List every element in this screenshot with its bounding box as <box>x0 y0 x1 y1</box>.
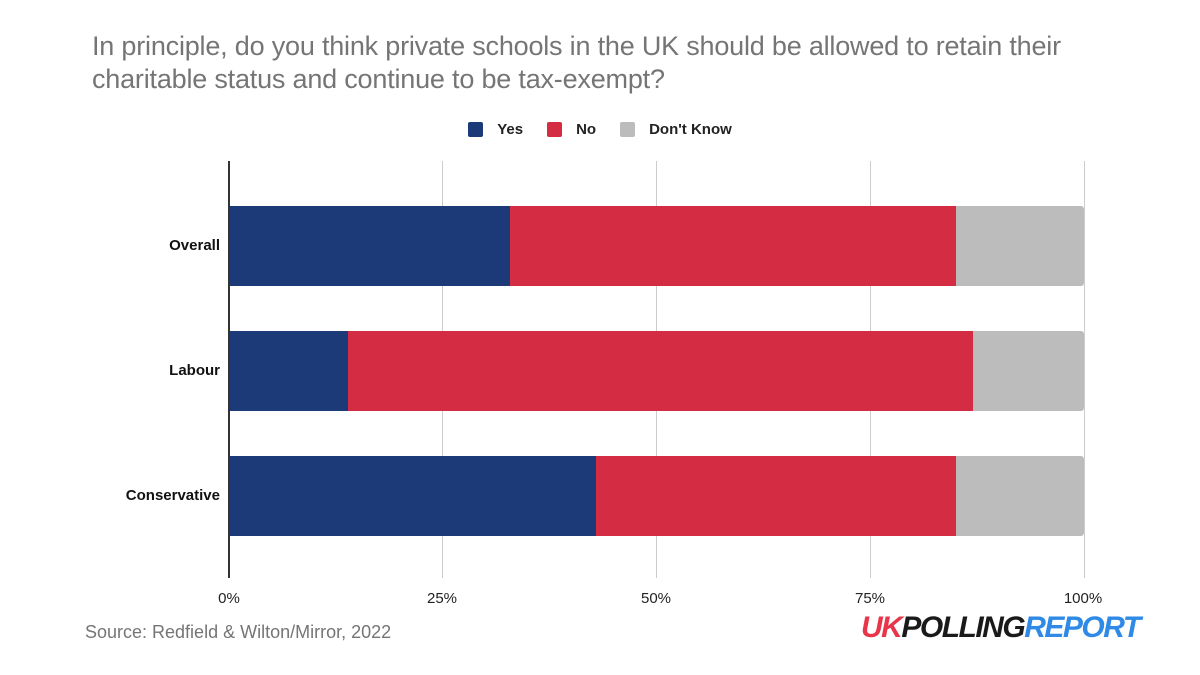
bar-segment-dont-know <box>955 456 1084 536</box>
category-label-labour: Labour <box>169 362 220 379</box>
bar-segment-yes <box>228 331 348 411</box>
plot-area <box>228 161 1085 578</box>
bar-segment-dont-know <box>972 331 1084 411</box>
bar-segment-yes <box>228 206 511 286</box>
category-label-conservative: Conservative <box>125 487 220 504</box>
legend-swatch-yes <box>468 122 484 137</box>
bar-labour <box>228 331 1084 411</box>
uk-polling-report-logo: UKPOLLINGREPORT <box>861 611 1141 645</box>
legend-label: No <box>576 121 597 138</box>
bar-segment-no <box>510 206 956 286</box>
legend-label: Don't Know <box>649 121 732 138</box>
legend-item-yes: Yes <box>468 121 523 138</box>
legend-item-dont-know: Don't Know <box>620 121 732 138</box>
legend-swatch-dont-know <box>620 122 636 137</box>
logo-part-polling: POLLING <box>901 611 1025 644</box>
gridline-100 <box>1084 161 1085 578</box>
x-tick-50: 50% <box>640 590 672 607</box>
legend-item-no: No <box>547 121 596 138</box>
x-tick-0: 0% <box>218 590 240 607</box>
x-tick-25: 25% <box>426 590 458 607</box>
bar-segment-no <box>596 456 956 536</box>
logo-part-uk: UK <box>861 611 903 644</box>
bar-segment-dont-know <box>955 206 1084 286</box>
source-note: Source: Redfield & Wilton/Mirror, 2022 <box>85 622 392 642</box>
logo-part-report: REPORT <box>1024 611 1141 644</box>
x-tick-100: 100% <box>1063 590 1103 607</box>
legend-label: Yes <box>497 121 524 138</box>
chart-title: In principle, do you think private schoo… <box>92 31 1061 94</box>
legend: Yes No Don't Know <box>0 121 1200 138</box>
y-axis-line <box>228 161 230 578</box>
bar-conservative <box>228 456 1084 536</box>
x-tick-75: 75% <box>854 590 886 607</box>
category-label-overall: Overall <box>169 237 220 254</box>
legend-swatch-no <box>547 122 563 137</box>
bar-segment-no <box>347 331 973 411</box>
bar-segment-yes <box>228 456 597 536</box>
bar-overall <box>228 206 1084 286</box>
